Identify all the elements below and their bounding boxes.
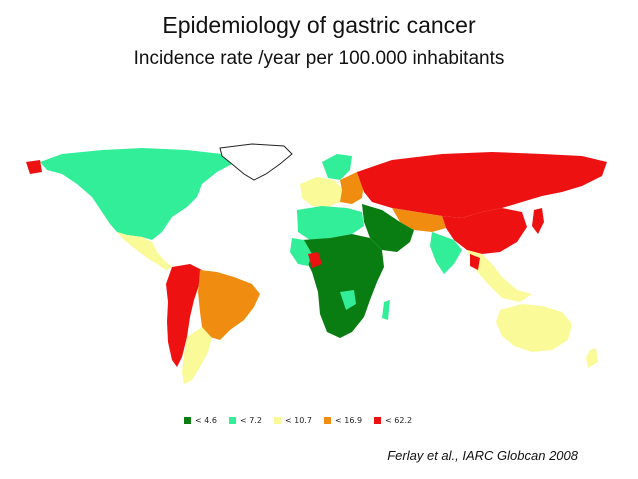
region-west-africa xyxy=(290,238,312,266)
region-southern-cone xyxy=(182,327,212,384)
region-alaska-east xyxy=(26,160,42,174)
legend-item: < 16.9 xyxy=(324,416,362,425)
slide-title: Epidemiology of gastric cancer xyxy=(162,12,476,38)
region-eastern-europe xyxy=(340,172,364,204)
world-map xyxy=(26,143,607,384)
region-india xyxy=(430,232,462,274)
region-indochina xyxy=(470,254,480,270)
region-russia xyxy=(357,152,607,218)
legend-item: < 7.2 xyxy=(228,415,262,425)
map-legend: < 4.6 < 7.2 < 10.7 < 16.9 < 62.2 xyxy=(184,414,412,426)
region-north-africa xyxy=(297,206,364,240)
legend-label: < 7.2 xyxy=(239,415,262,425)
legend-label: < 10.7 xyxy=(284,415,312,425)
region-brazil xyxy=(198,270,260,340)
region-greenland xyxy=(219,143,293,181)
region-central-america xyxy=(117,232,172,270)
legend-swatch xyxy=(324,416,331,424)
legend-item: < 10.7 xyxy=(273,415,312,425)
region-japan xyxy=(532,208,544,234)
legend-swatch xyxy=(184,416,191,424)
legend-item: < 62.2 xyxy=(374,416,412,425)
region-southeast-asia xyxy=(467,250,532,302)
legend-swatch xyxy=(228,416,236,424)
legend-label: < 4.6 xyxy=(195,415,217,425)
region-madagascar xyxy=(382,300,390,320)
legend-label: < 62.2 xyxy=(385,415,413,425)
region-scandinavia xyxy=(322,154,352,180)
region-western-europe xyxy=(300,177,344,207)
legend-label: < 16.9 xyxy=(335,415,363,425)
region-southern-africa xyxy=(340,290,356,310)
legend-item: < 4.6 xyxy=(184,416,217,425)
citation: Ferlay et al., IARC Globcan 2008 xyxy=(387,448,578,463)
slide-subtitle: Incidence rate /year per 100.000 inhabit… xyxy=(133,48,505,69)
region-australia xyxy=(496,304,572,352)
region-andean-south-america xyxy=(166,264,202,367)
region-middle-east xyxy=(362,204,414,252)
region-central-asia xyxy=(392,208,446,232)
region-west-africa-red xyxy=(308,252,322,268)
region-china xyxy=(442,208,527,254)
region-sub-saharan-africa xyxy=(302,234,384,338)
legend-swatch xyxy=(273,416,281,424)
region-new-zealand xyxy=(586,348,598,368)
region-north-america xyxy=(40,148,232,240)
legend-swatch xyxy=(374,416,382,424)
